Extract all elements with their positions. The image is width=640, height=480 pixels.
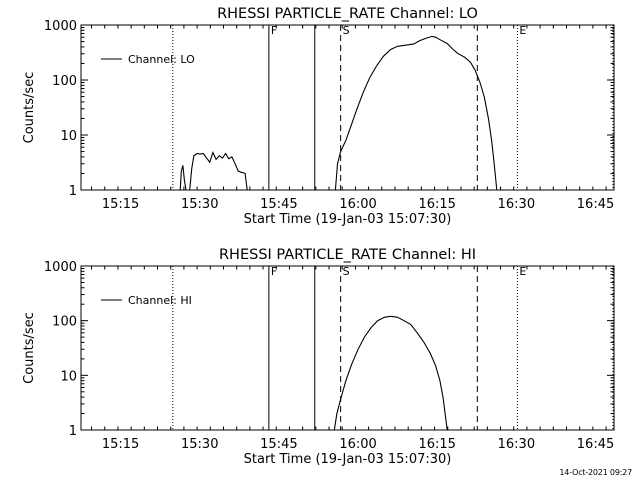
x-tick-label: 15:30	[181, 197, 218, 212]
y-tick-label: 1000	[44, 19, 77, 34]
event-marker-label: F	[271, 24, 277, 37]
y-tick-label: 10	[60, 369, 77, 384]
footer-timestamp: 14-Oct-2021 09:27	[559, 468, 632, 477]
y-tick-label: 10	[60, 129, 77, 144]
event-marker-label: F	[271, 265, 277, 278]
x-tick-label: 15:45	[260, 437, 297, 452]
panel-2: RHESSI PARTICLE_RATE Channel: HI 1 10 100 10…	[22, 247, 615, 467]
plot-frame	[80, 265, 615, 431]
series-line-segment	[334, 35, 498, 191]
y-axis-label: Counts/sec	[22, 72, 37, 144]
panel-title: RHESSI PARTICLE_RATE Channel: LO	[217, 6, 478, 22]
y-tick-label: 1	[69, 424, 77, 439]
x-tick-label: 16:45	[577, 437, 614, 452]
y-tick-label: 1000	[44, 260, 77, 275]
y-tick-label: 1	[69, 184, 77, 199]
panel-1: RHESSI PARTICLE_RATE Channel: LO 1 10 100 10…	[22, 6, 615, 227]
legend-label: Channel: LO	[128, 53, 195, 66]
y-axis-label: Counts/sec	[22, 312, 37, 384]
plot-frame	[80, 24, 615, 191]
event-marker-label: S	[343, 24, 350, 37]
y-tick-label: 100	[52, 315, 77, 330]
x-tick-label: 16:00	[339, 197, 376, 212]
x-tick-label: 16:30	[498, 437, 535, 452]
x-tick-label: 15:45	[260, 197, 297, 212]
legend-label: Channel: HI	[128, 294, 192, 307]
x-axis-label: Start Time (19-Jan-03 15:07:30)	[244, 452, 452, 467]
x-tick-label: 15:15	[102, 197, 139, 212]
x-tick-label: 16:00	[339, 437, 376, 452]
x-tick-label: 16:15	[418, 197, 455, 212]
x-tick-label: 16:30	[498, 197, 535, 212]
x-tick-label: 15:30	[181, 437, 218, 452]
panel-title: RHESSI PARTICLE_RATE Channel: HI	[219, 247, 476, 263]
series-line-segment	[179, 150, 248, 191]
event-marker-label: E	[519, 24, 526, 37]
x-tick-label: 16:45	[577, 197, 614, 212]
y-tick-label: 100	[52, 74, 77, 89]
x-tick-label: 16:15	[418, 437, 455, 452]
event-marker-label: S	[343, 265, 350, 278]
x-tick-label: 15:15	[102, 437, 139, 452]
series-line-segment	[333, 315, 448, 431]
event-marker-label: E	[519, 265, 526, 278]
x-axis-label: Start Time (19-Jan-03 15:07:30)	[244, 212, 452, 227]
